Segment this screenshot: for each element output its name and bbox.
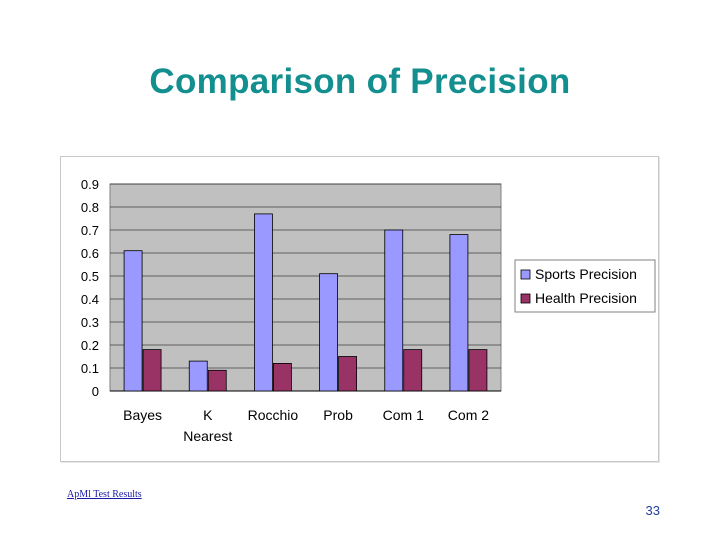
x-tick-label: Bayes — [123, 407, 162, 423]
bar-sports-precision — [188, 360, 208, 392]
slide-title: Comparison of Precision — [149, 62, 571, 101]
y-tick-label: 0.3 — [81, 315, 99, 330]
y-tick-label: 0.9 — [81, 177, 99, 192]
y-tick-label: 0.4 — [81, 292, 99, 307]
x-tick-label: Rocchio — [248, 407, 299, 423]
y-tick-label: 0.7 — [81, 223, 99, 238]
x-tick-label: Com 1 — [383, 407, 424, 423]
chart-container: 0 0.1 0.2 0.3 0.4 0.5 0.6 0.7 0.8 0.9 Bayes K Neares… — [60, 156, 659, 462]
legend-swatch — [520, 269, 531, 280]
y-tick-label: 0.2 — [81, 338, 99, 353]
x-tick-label: Prob — [323, 407, 353, 423]
bar-health-precision — [403, 349, 423, 392]
x-tick-label: Com 2 — [448, 407, 489, 423]
legend-swatch — [520, 293, 531, 304]
bar-sports-precision — [123, 250, 143, 392]
legend-label: Sports Precision — [535, 266, 637, 282]
y-tick-label: 0.8 — [81, 200, 99, 215]
bar-health-precision — [338, 356, 357, 392]
y-tick-label: 0.6 — [81, 246, 99, 261]
y-tick-label: 0.5 — [81, 269, 99, 284]
bar-health-precision — [207, 369, 227, 392]
bar-sports-precision — [449, 234, 469, 392]
bar-sports-precision — [319, 273, 338, 392]
y-tick-label: 0.1 — [81, 361, 99, 376]
y-tick-label: 0 — [92, 384, 99, 399]
x-tick-label: K — [203, 407, 213, 423]
footer-link[interactable]: ApMl Test Results — [67, 489, 142, 500]
x-tick-label: Nearest — [183, 428, 232, 444]
legend-box — [514, 259, 656, 313]
bar-health-precision — [273, 362, 292, 392]
legend-label: Health Precision — [535, 290, 637, 306]
bar-health-precision — [142, 349, 162, 392]
bar-sports-precision — [384, 229, 404, 392]
bar-sports-precision — [254, 213, 273, 392]
page-number: 33 — [645, 503, 660, 518]
bar-health-precision — [468, 349, 488, 392]
bar-chart: 0 0.1 0.2 0.3 0.4 0.5 0.6 0.7 0.8 0.9 Bayes K Neares… — [81, 177, 656, 444]
plot-area — [109, 183, 502, 392]
